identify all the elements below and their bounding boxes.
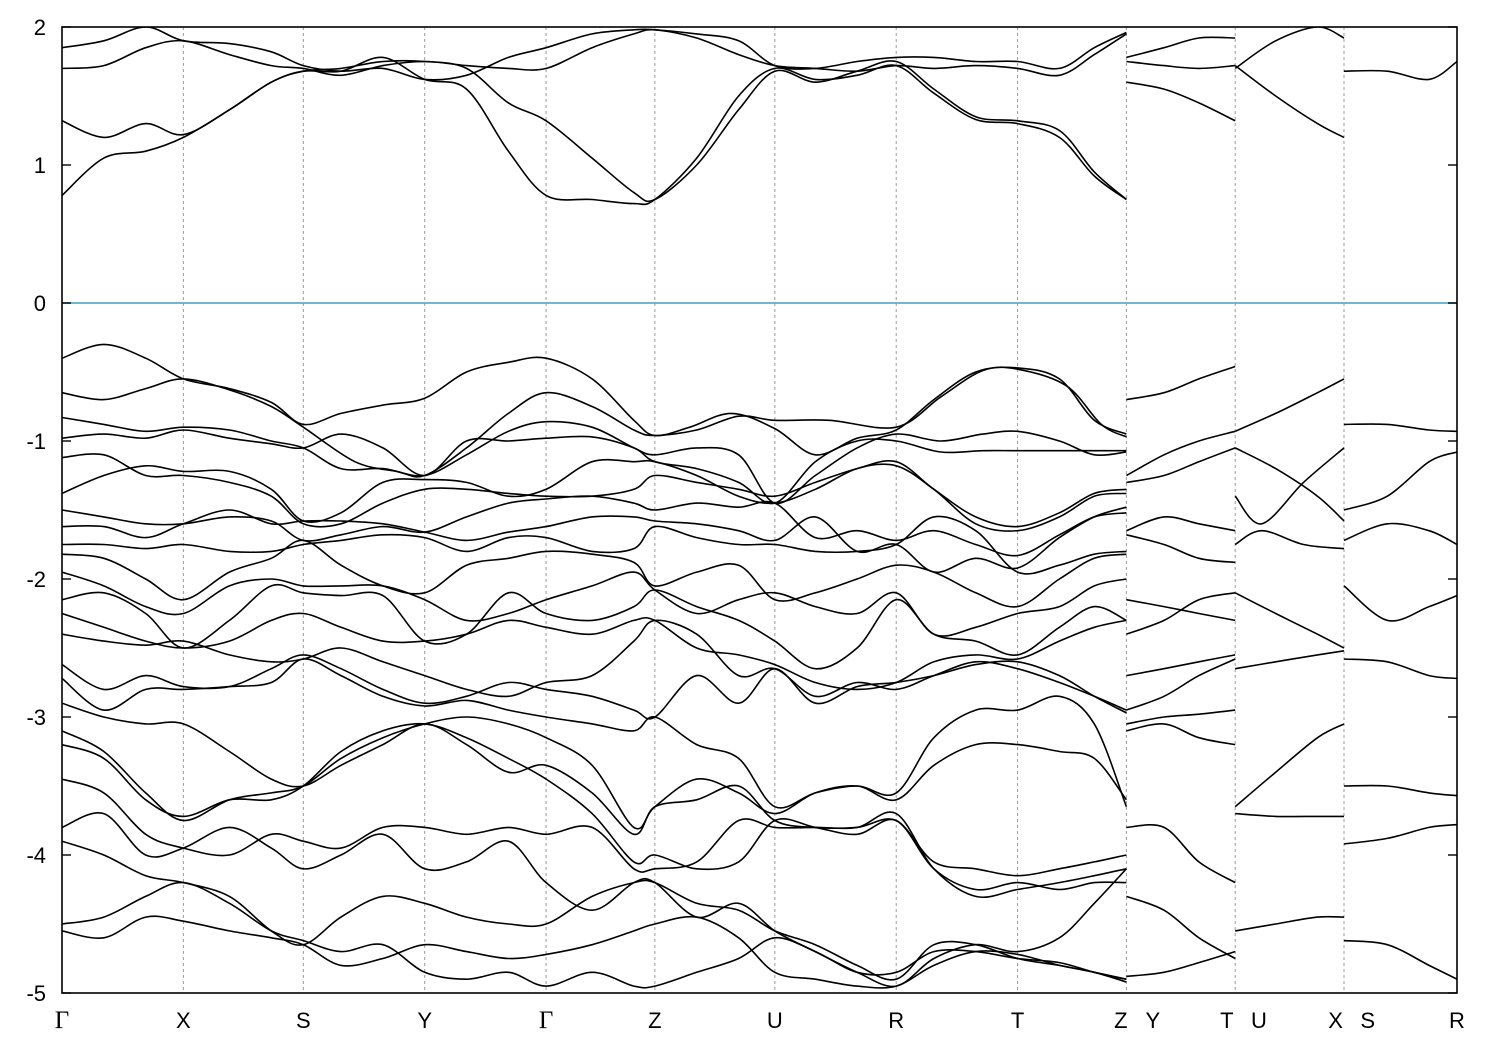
band-line [62, 56, 1127, 206]
kpoint-label: S [296, 1008, 311, 1033]
band-line [62, 654, 1127, 720]
band-line [1234, 723, 1345, 808]
kpoint-label: Y [417, 1008, 432, 1033]
band-line [1235, 915, 1345, 932]
band-line [1126, 592, 1236, 635]
band-line [1234, 447, 1345, 522]
kpoint-label: X [176, 1008, 191, 1033]
band-line [1343, 939, 1457, 980]
bands-group [62, 27, 1457, 989]
band-line [62, 27, 1127, 81]
y-tick-label: -4 [26, 843, 46, 868]
kpoint-label: U [767, 1008, 783, 1033]
band-line [62, 881, 1127, 989]
band-line [1126, 447, 1236, 484]
band-line [1126, 723, 1236, 746]
band-line [62, 571, 1127, 637]
band-line [1126, 430, 1236, 477]
band-line [62, 702, 1127, 877]
band-line [1126, 534, 1236, 564]
y-tick-label: -3 [26, 705, 46, 730]
y-tick-label: 1 [34, 153, 46, 178]
band-line [1343, 658, 1457, 680]
y-tick-label: -1 [26, 429, 46, 454]
band-line [1235, 650, 1345, 670]
band-line [1234, 529, 1345, 550]
band-line [62, 778, 1127, 899]
band-line [62, 506, 1127, 573]
band-line [62, 343, 1127, 456]
kpoint-label: Z [1114, 1008, 1127, 1033]
band-line [1234, 592, 1345, 649]
band-line [62, 612, 1127, 691]
band-line [1126, 81, 1236, 122]
y-tick-label: 0 [34, 291, 46, 316]
band-line [62, 495, 1127, 557]
y-tick-labels: -5 -4 -3 -2 -1 0 1 2 [26, 15, 46, 1006]
band-line [1235, 812, 1344, 818]
kpoint-label: Y [1146, 1008, 1161, 1033]
band-line [62, 458, 1127, 532]
band-line [1234, 378, 1345, 433]
band-line [62, 722, 1127, 891]
band-line [1343, 784, 1457, 797]
band-line [62, 515, 1127, 575]
band-line [1126, 895, 1236, 960]
band-line [1126, 709, 1236, 725]
band-line [1126, 658, 1236, 711]
band-line [1343, 823, 1457, 845]
plot-frame [61, 26, 1458, 994]
band-line [1343, 60, 1457, 81]
band-line [62, 416, 1127, 505]
band-line [62, 453, 1127, 528]
kpoint-label: X [1328, 1008, 1343, 1033]
band-line [1126, 654, 1236, 677]
band-line [1343, 423, 1457, 433]
band-line [1343, 451, 1457, 511]
band-line [1234, 27, 1345, 70]
band-line [62, 716, 1128, 830]
y-tick-label: -2 [26, 567, 46, 592]
band-line [1126, 36, 1236, 59]
kpoint-label: T [1220, 1008, 1233, 1033]
kpoint-label: S [1360, 1008, 1375, 1033]
band-line [1126, 60, 1236, 70]
grid-lines [182, 27, 1345, 993]
band-line [62, 658, 1128, 809]
band-line [1234, 64, 1345, 139]
kpoint-label: T [1011, 1008, 1024, 1033]
y-tick-label: 2 [34, 15, 46, 40]
band-line [62, 366, 1127, 478]
kpoint-label: R [888, 1008, 904, 1033]
kpoint-label: U [1251, 1008, 1267, 1033]
kpoint-label: Γ [55, 1007, 69, 1034]
band-line [62, 584, 1127, 670]
kpoint-label: Z [648, 1008, 661, 1033]
band-line [62, 840, 1127, 981]
band-line [1234, 447, 1345, 525]
band-line [62, 619, 1127, 711]
kpoint-label: Γ [539, 1007, 553, 1034]
band-line [1343, 522, 1457, 546]
band-line [62, 915, 1127, 989]
band-line [62, 539, 1127, 608]
band-line [1126, 950, 1236, 978]
band-line [62, 429, 1127, 505]
y-tick-label: -5 [26, 981, 46, 1006]
band-line [1126, 365, 1236, 401]
band-line [62, 28, 1127, 77]
band-line [1126, 515, 1236, 532]
kpoint-label: R [1449, 1008, 1465, 1033]
band-line [1343, 585, 1457, 622]
band-line [1126, 824, 1236, 884]
